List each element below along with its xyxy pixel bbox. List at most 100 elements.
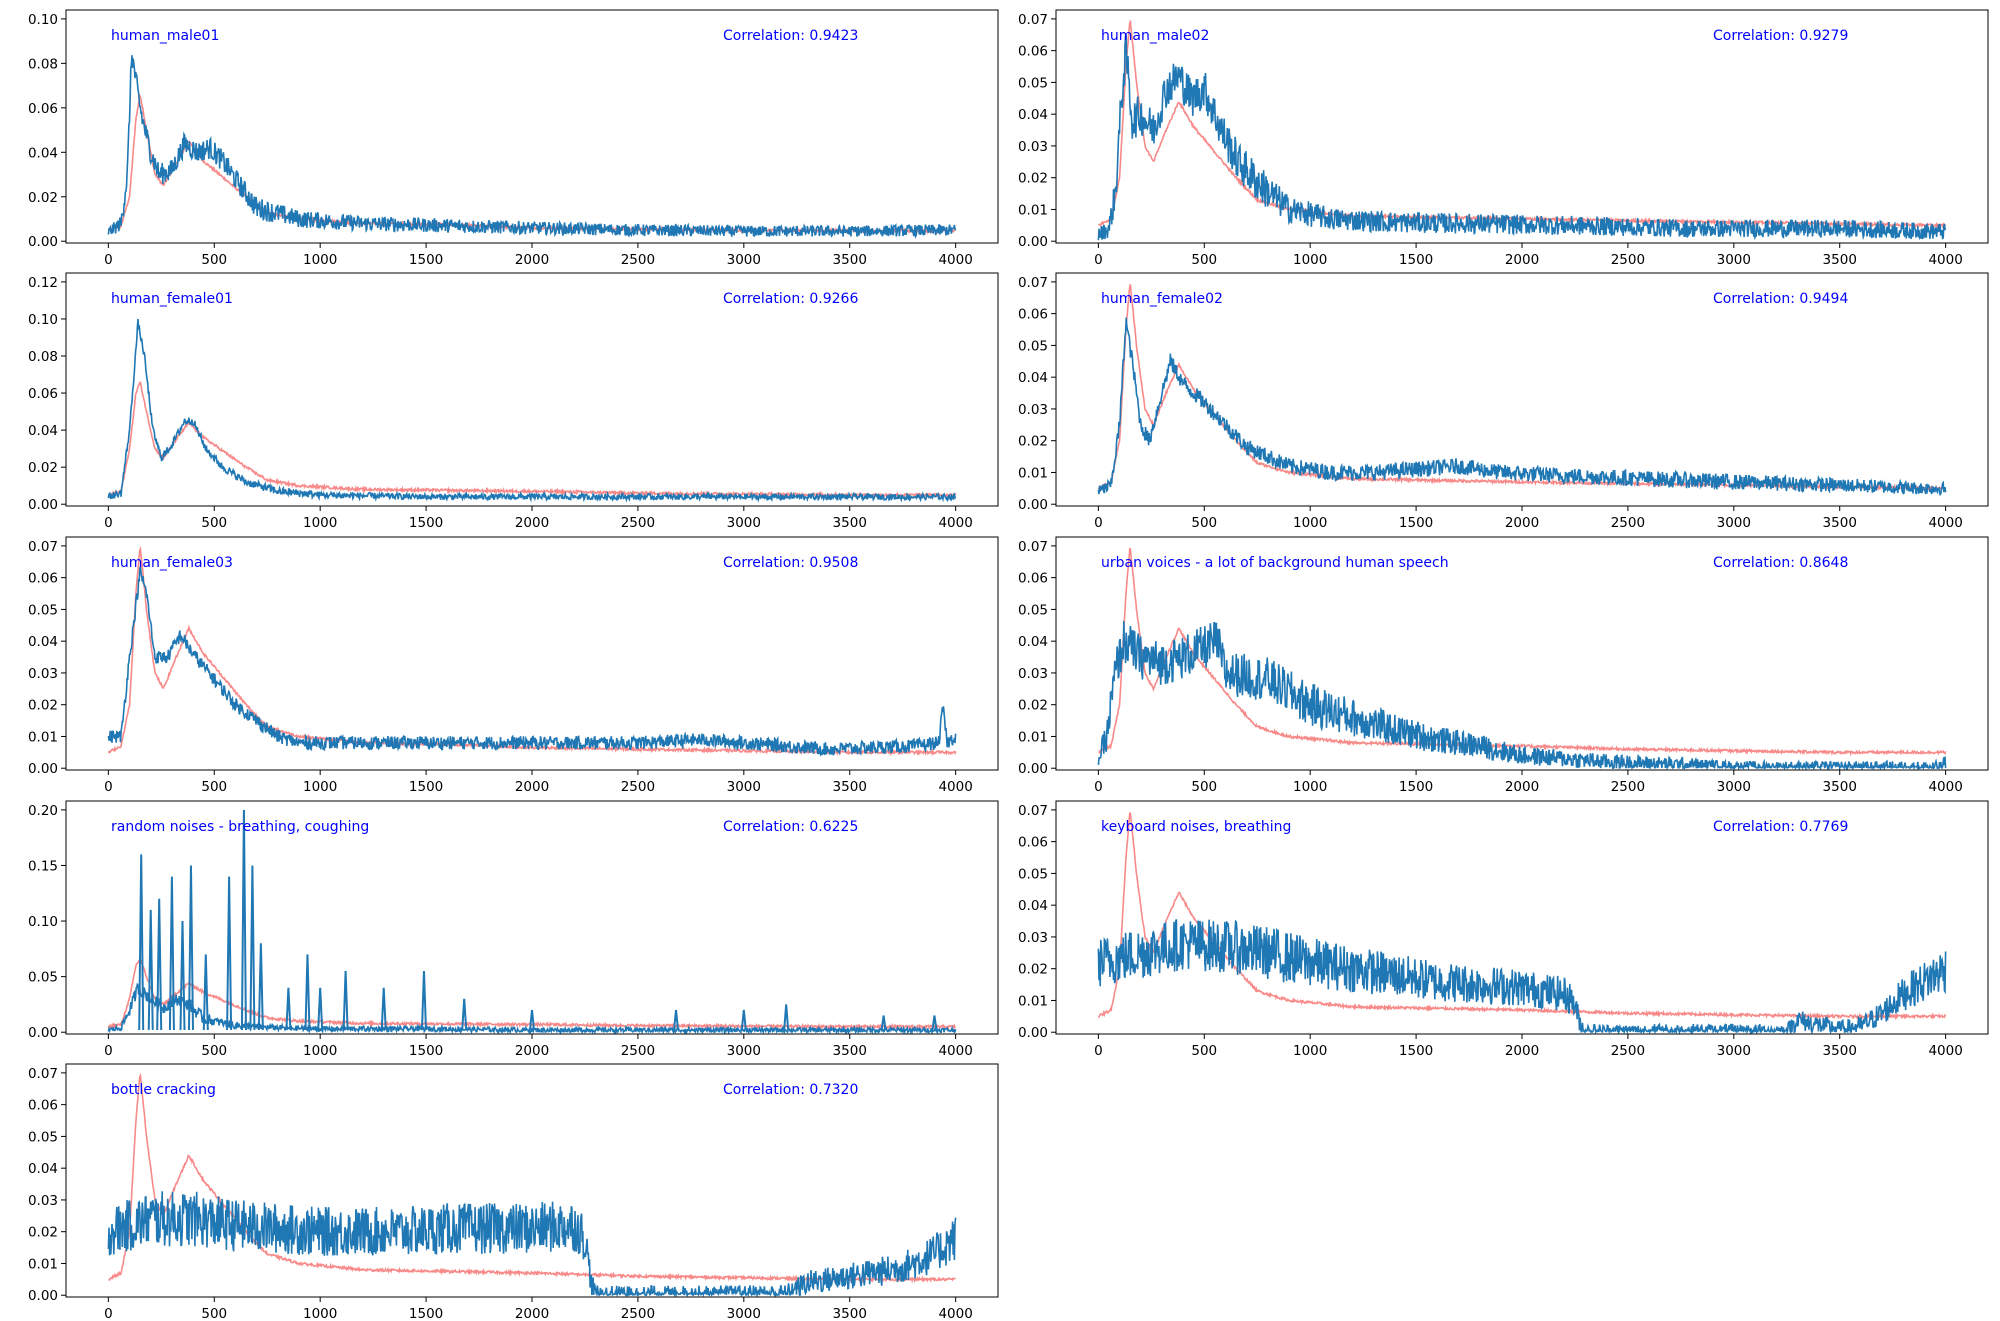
correlation-label: Correlation: 0.8648 (1713, 555, 1848, 571)
x-tick-label: 3500 (833, 1043, 867, 1059)
x-tick-label: 0 (104, 515, 113, 531)
reference-series-line (1098, 547, 1947, 757)
subplot-6: 0 500 1000 1500 2000 2500 3000 3500 4000 0.00 0.01… (1018, 536, 1989, 795)
x-tick-label: 1500 (1399, 779, 1433, 795)
axes-frame (65, 800, 999, 1035)
y-tick-label: 0.00 (1018, 234, 1048, 250)
y-tick-label: 0.06 (1018, 44, 1048, 60)
x-tick-label: 1000 (1293, 1043, 1327, 1059)
x-tick-label: 4000 (938, 252, 972, 268)
plot-area (107, 809, 957, 1034)
correlation-label: Correlation: 0.7320 (723, 1082, 858, 1098)
y-tick-label: 0.05 (28, 970, 58, 986)
correlation-label: Correlation: 0.9508 (723, 555, 858, 571)
x-tick-label: 1500 (1399, 1043, 1433, 1059)
y-tick-label: 0.02 (1018, 962, 1048, 978)
sample-series-line (107, 1191, 957, 1297)
reference-series-line (1097, 284, 1947, 492)
plot-area (1097, 812, 1947, 1034)
spike-mark (257, 943, 264, 1031)
y-tick-label: 0.07 (28, 1066, 58, 1082)
subplot-label: keyboard noises, breathing (1101, 819, 1291, 835)
y-tick-label: 0.15 (28, 858, 58, 874)
sample-series-line (1097, 34, 1947, 241)
x-tick-label: 1000 (1293, 779, 1327, 795)
y-tick-label: 0.04 (1018, 634, 1048, 650)
x-tick-label: 3500 (1823, 779, 1857, 795)
plot-area (107, 1072, 957, 1297)
spike-mark (673, 1009, 680, 1031)
x-tick-label: 2500 (1611, 515, 1645, 531)
y-tick-label: 0.00 (28, 1288, 58, 1304)
spike-mark (461, 998, 468, 1031)
x-tick-label: 4000 (938, 515, 972, 531)
x-tick-label: 2000 (515, 1306, 549, 1321)
y-tick-label: 0.03 (1018, 139, 1048, 155)
x-tick-label: 500 (201, 252, 227, 268)
x-tick-label: 0 (104, 1306, 113, 1321)
x-tick-label: 3000 (727, 1306, 761, 1321)
x-tick-label: 1000 (303, 252, 337, 268)
plot-area (1097, 547, 1947, 770)
sample-series-line (1097, 621, 1947, 770)
x-tick-label: 3000 (1717, 779, 1751, 795)
x-tick-label: 2000 (1505, 252, 1539, 268)
reference-series-line (107, 958, 957, 1032)
subplot-9: 0 500 1000 1500 2000 2500 3000 3500 4000 0.00 0.01… (28, 1063, 999, 1321)
axes-frame (1055, 9, 1989, 244)
correlation-label: Correlation: 0.7769 (1713, 819, 1848, 835)
correlation-label: Correlation: 0.9266 (723, 291, 858, 307)
subplot-8: 0 500 1000 1500 2000 2500 3000 3500 4000 0.00 0.01… (1018, 800, 1989, 1059)
x-tick-label: 0 (1094, 1043, 1103, 1059)
x-tick-label: 500 (201, 1043, 227, 1059)
y-tick-label: 0.08 (28, 349, 58, 365)
x-tick-label: 4000 (938, 779, 972, 795)
x-tick-label: 3000 (727, 1043, 761, 1059)
subplot-1: 0 500 1000 1500 2000 2500 3000 3500 4000 0.00 0.02… (28, 9, 999, 268)
spike-mark (931, 1015, 938, 1031)
correlation-label: Correlation: 0.6225 (723, 819, 858, 835)
spike-mark (342, 971, 349, 1031)
subplot-5: 0 500 1000 1500 2000 2500 3000 3500 4000 0.00 0.01… (28, 536, 999, 795)
y-tick-label: 0.03 (28, 1193, 58, 1209)
x-tick-label: 4000 (1928, 252, 1962, 268)
y-tick-label: 0.07 (1018, 803, 1048, 819)
y-tick-label: 0.03 (28, 666, 58, 682)
spike-mark (156, 898, 163, 1031)
x-tick-label: 4000 (1928, 515, 1962, 531)
y-tick-label: 0.05 (28, 602, 58, 618)
x-tick-label: 3000 (1717, 1043, 1751, 1059)
spike-mark (783, 1004, 790, 1031)
x-tick-label: 1500 (409, 779, 443, 795)
subplot-4: 0 500 1000 1500 2000 2500 3000 3500 4000 0.00 0.01… (1018, 272, 1989, 531)
x-tick-label: 2000 (515, 515, 549, 531)
x-tick-label: 2000 (515, 1043, 549, 1059)
subplot-label: human_female02 (1101, 291, 1223, 307)
x-tick-label: 0 (1094, 515, 1103, 531)
y-tick-label: 0.05 (1018, 338, 1048, 354)
spike-mark (880, 1015, 887, 1031)
x-tick-label: 3500 (833, 515, 867, 531)
x-tick-label: 4000 (938, 1043, 972, 1059)
x-tick-label: 0 (104, 1043, 113, 1059)
subplot-label: human_male01 (111, 28, 219, 44)
x-tick-label: 0 (104, 252, 113, 268)
x-tick-label: 3500 (1823, 1043, 1857, 1059)
correlation-label: Correlation: 0.9494 (1713, 291, 1848, 307)
x-tick-label: 500 (1191, 515, 1217, 531)
correlation-label: Correlation: 0.9279 (1713, 28, 1848, 44)
y-tick-label: 0.10 (28, 914, 58, 930)
spike-mark (420, 971, 427, 1031)
y-tick-label: 0.00 (1018, 1025, 1048, 1041)
x-tick-label: 1000 (303, 1043, 337, 1059)
y-tick-label: 0.03 (1018, 402, 1048, 418)
spike-mark (138, 854, 145, 1031)
subplot-label: human_female03 (111, 555, 233, 571)
y-tick-label: 0.03 (1018, 666, 1048, 682)
subplot-label: human_female01 (111, 291, 233, 307)
sample-series-line (1097, 317, 1947, 497)
subplot-label: urban voices - a lot of background human… (1101, 555, 1449, 571)
spike-mark (240, 809, 247, 1031)
x-tick-label: 1500 (1399, 515, 1433, 531)
x-tick-label: 2500 (621, 515, 655, 531)
